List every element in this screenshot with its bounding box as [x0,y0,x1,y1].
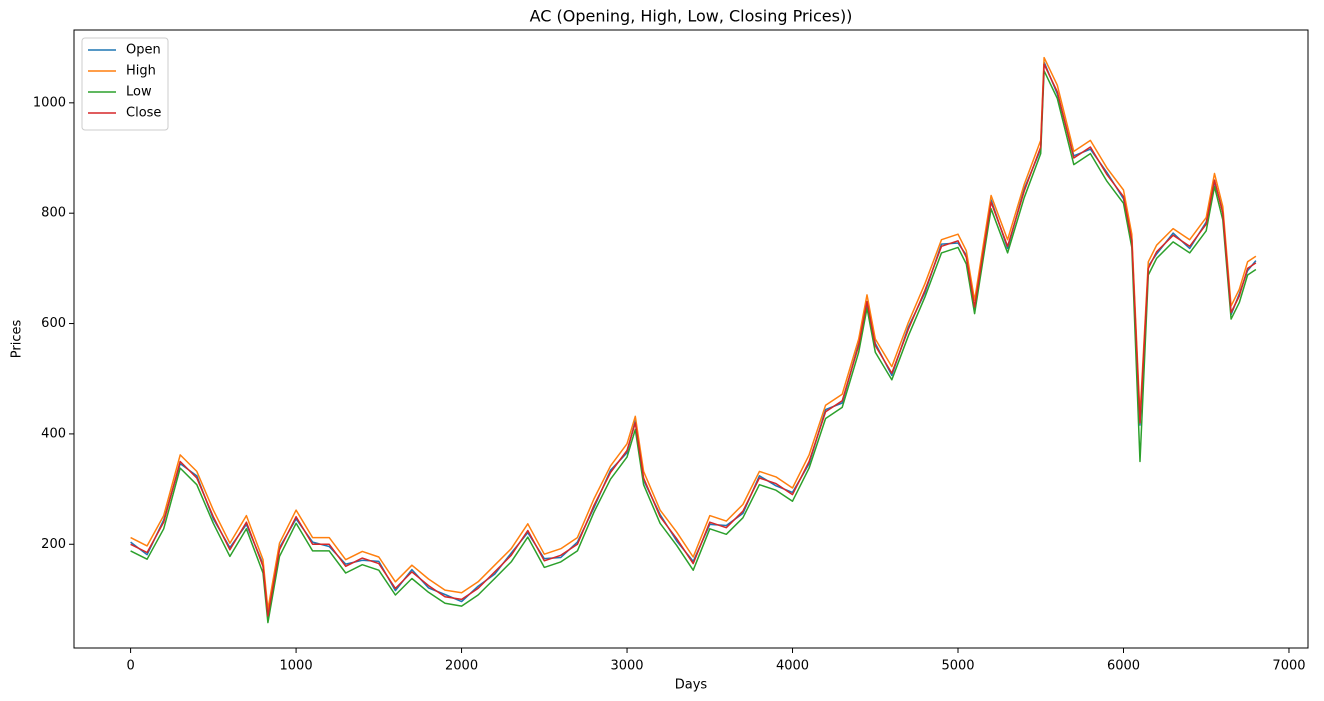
legend-box [81,37,169,131]
legend: Open High Low Close [81,37,169,131]
line-series [130,61,1257,619]
line-series [130,63,1257,617]
y-tick-label: 600 [41,316,66,331]
x-tick-label: 7000 [1272,659,1305,674]
legend-label: High [126,64,156,79]
line-series [130,56,1257,611]
plot-frame [73,29,1309,649]
y-tick-label: 800 [41,206,66,221]
y-tick-label: 200 [41,537,66,552]
x-axis-label: Days [675,678,708,693]
y-axis-label: Prices [10,320,25,359]
x-tick-label: 1000 [280,659,313,674]
y-tick-label: 1000 [33,95,66,110]
legend-label: Open [126,43,161,58]
x-tick-label: 3000 [610,659,643,674]
legend-label: Low [126,85,152,100]
chart-title: AC (Opening, High, Low, Closing Prices)) [530,7,853,26]
x-tick-label: 0 [126,659,134,674]
legend-label: Close [126,106,161,121]
x-tick-label: 5000 [941,659,974,674]
line-series [130,70,1257,624]
x-tick-label: 2000 [445,659,478,674]
x-tick-label: 4000 [776,659,809,674]
x-tick-label: 6000 [1107,659,1140,674]
y-tick-label: 400 [41,426,66,441]
